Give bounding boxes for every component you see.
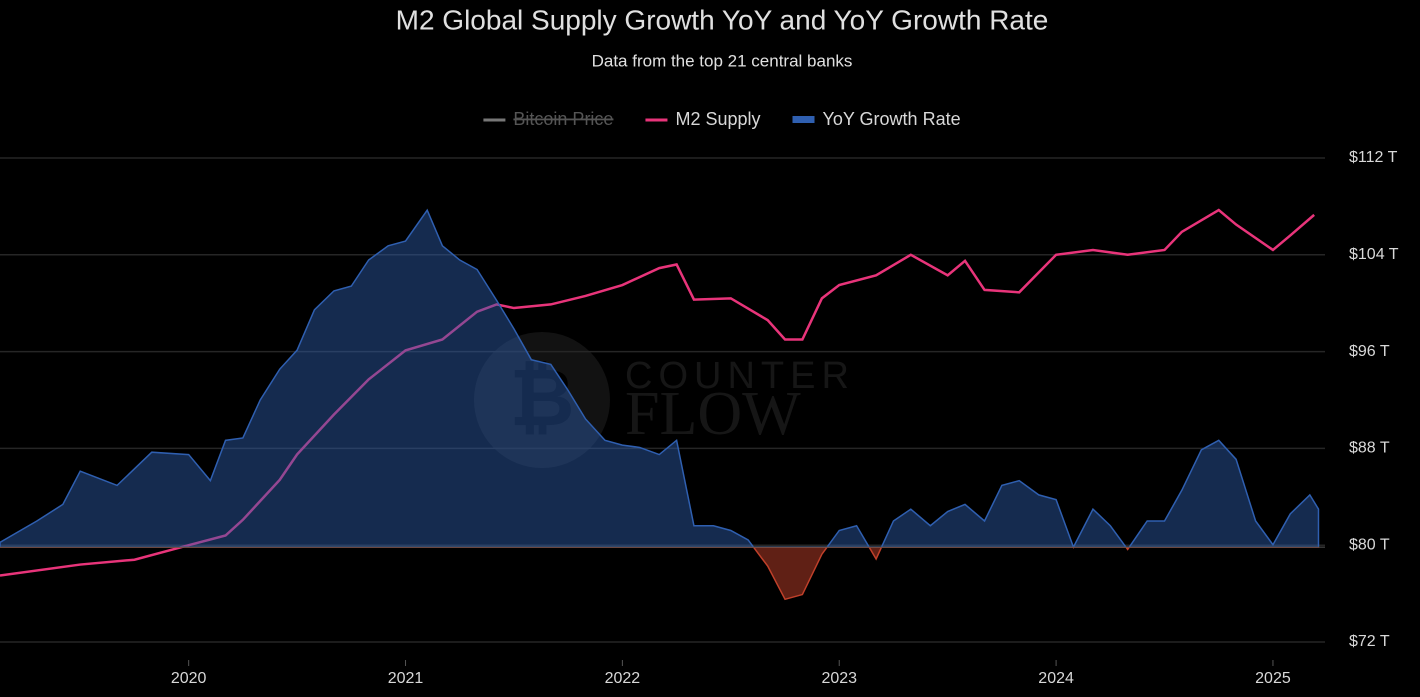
y-tick-label: $104 T <box>1349 246 1399 263</box>
grid <box>0 157 1325 643</box>
x-tick-label: 2025 <box>1255 670 1291 687</box>
y-tick-label: $80 T <box>1349 536 1390 553</box>
legend-swatch <box>792 116 815 123</box>
x-tick-label: 2021 <box>388 670 424 687</box>
watermark-text: COUNTER <box>625 355 855 397</box>
axes: $72 T $80 T $88 T $96 T $104 T $112 T 2020 2021… <box>171 149 1399 687</box>
x-tick-label: 2022 <box>605 670 641 687</box>
watermark-logo <box>474 332 610 468</box>
legend-label: M2 Supply <box>675 109 760 129</box>
plot-area <box>0 208 1325 601</box>
legend-item: M2 Supply <box>645 109 761 129</box>
positive-area <box>0 208 1320 547</box>
chart-subtitle: Data from the top 21 central banks <box>592 51 853 70</box>
legend-item: YoY Growth Rate <box>792 109 961 129</box>
line <box>0 208 1315 577</box>
legend-label: Bitcoin Price <box>513 109 613 129</box>
x-tick-label: 2020 <box>171 670 207 687</box>
watermark-text: FLOW <box>625 380 801 448</box>
legend: Bitcoin Price M2 Supply YoY Growth Rate <box>483 109 961 129</box>
legend-item: Bitcoin Price <box>483 109 613 129</box>
x-tick-label: 2024 <box>1038 670 1074 687</box>
watermark: ₿ COUNTER FLOW <box>474 332 855 468</box>
y-tick-label: $112 T <box>1349 149 1398 166</box>
y-tick-label: $72 T <box>1349 633 1390 650</box>
watermark-logo-glyph: ₿ <box>509 353 574 442</box>
y-tick-label: $96 T <box>1349 343 1390 360</box>
chart-title: M2 Global Supply Growth YoY and YoY Grow… <box>396 4 1049 35</box>
y-tick-label: $88 T <box>1349 440 1390 457</box>
legend-label: YoY Growth Rate <box>823 109 961 129</box>
x-tick-label: 2023 <box>821 670 857 687</box>
